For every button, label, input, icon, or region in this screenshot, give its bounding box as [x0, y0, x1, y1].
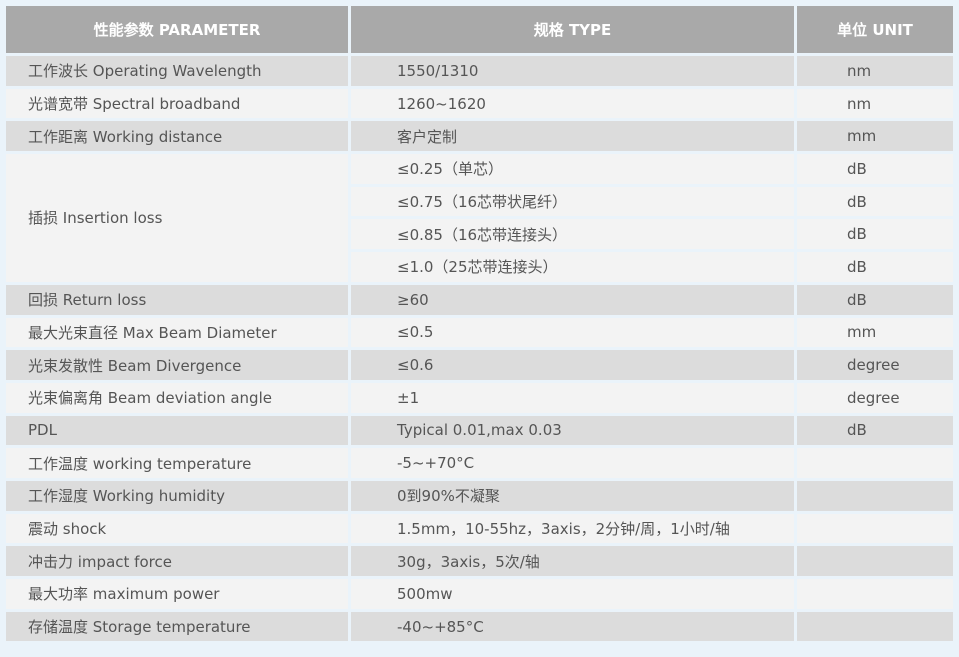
unit-cell	[797, 546, 953, 576]
table-row: 最大功率 maximum power 500mw	[6, 579, 953, 609]
header-type: 规格 TYPE	[351, 6, 794, 53]
type-cell: 1260~1620	[351, 88, 794, 119]
type-cell: ≤0.85（16芯带连接头）	[351, 219, 794, 250]
type-cell: -40~+85°C	[351, 611, 794, 642]
parameter-cell: 光束偏离角 Beam deviation angle	[6, 382, 348, 413]
header-row: 性能参数 PARAMETER 规格 TYPE 单位 UNIT	[6, 6, 953, 53]
table-row: 最大光束直径 Max Beam Diameter ≤0.5 mm	[6, 317, 953, 348]
unit-cell: nm	[797, 88, 953, 119]
table-row: 插损 Insertion loss ≤0.25（单芯） dB	[6, 154, 953, 282]
type-cell: 30g，3axis，5次/轴	[351, 546, 794, 576]
type-cell: -5~+70°C	[351, 448, 794, 478]
unit-cell: dB	[797, 219, 953, 250]
table-row: 工作温度 working temperature -5~+70°C	[6, 448, 953, 478]
type-cell: ≤0.6	[351, 350, 794, 380]
parameter-cell: 光束发散性 Beam Divergence	[6, 350, 348, 380]
type-cell: 0到90%不凝聚	[351, 480, 794, 511]
unit-cell: dB	[797, 154, 953, 184]
type-cell: ≤0.25（单芯）	[351, 154, 794, 184]
unit-cell: nm	[797, 56, 953, 86]
parameter-cell: 工作温度 working temperature	[6, 448, 348, 478]
unit-cell: mm	[797, 121, 953, 152]
table-row: 光谱宽带 Spectral broadband 1260~1620 nm	[6, 88, 953, 119]
unit-cell: dB	[797, 186, 953, 217]
unit-cell	[797, 480, 953, 511]
parameter-cell: 工作波长 Operating Wavelength	[6, 56, 348, 86]
unit-cell: degree	[797, 382, 953, 413]
unit-cell: degree	[797, 350, 953, 380]
type-cell: ≤0.5	[351, 317, 794, 348]
parameter-cell: 存储温度 Storage temperature	[6, 611, 348, 642]
unit-cell	[797, 513, 953, 544]
table-row: ≤1.0（25芯带连接头） dB	[6, 252, 953, 282]
table-row: 回损 Return loss ≥60 dB	[6, 284, 953, 315]
table-row: 震动 shock 1.5mm，10-55hz，3axis，2分钟/周，1小时/轴	[6, 513, 953, 544]
type-cell: 客户定制	[351, 121, 794, 152]
unit-cell: dB	[797, 284, 953, 315]
parameter-cell: PDL	[6, 415, 348, 446]
spec-table: 性能参数 PARAMETER 规格 TYPE 单位 UNIT 工作波长 Oper…	[3, 3, 956, 644]
table-row: 工作距离 Working distance 客户定制 mm	[6, 121, 953, 152]
table-row: 存储温度 Storage temperature -40~+85°C	[6, 611, 953, 642]
type-cell: ≥60	[351, 284, 794, 315]
unit-cell	[797, 579, 953, 609]
parameter-cell: 工作距离 Working distance	[6, 121, 348, 152]
parameter-cell: 震动 shock	[6, 513, 348, 544]
table-row: ≤0.75（16芯带状尾纤） dB	[6, 186, 953, 217]
unit-cell: dB	[797, 252, 953, 282]
type-cell: ≤1.0（25芯带连接头）	[351, 252, 794, 282]
type-cell: 1.5mm，10-55hz，3axis，2分钟/周，1小时/轴	[351, 513, 794, 544]
unit-cell: mm	[797, 317, 953, 348]
type-cell: 500mw	[351, 579, 794, 609]
unit-cell	[797, 611, 953, 642]
header-unit: 单位 UNIT	[797, 6, 953, 53]
table-row: ≤0.85（16芯带连接头） dB	[6, 219, 953, 250]
parameter-cell: 最大功率 maximum power	[6, 579, 348, 609]
table-row: 光束发散性 Beam Divergence ≤0.6 degree	[6, 350, 953, 380]
type-cell: Typical 0.01,max 0.03	[351, 415, 794, 446]
parameter-cell: 光谱宽带 Spectral broadband	[6, 88, 348, 119]
unit-cell: dB	[797, 415, 953, 446]
type-cell: ≤0.75（16芯带状尾纤）	[351, 186, 794, 217]
table-row: 冲击力 impact force 30g，3axis，5次/轴	[6, 546, 953, 576]
parameter-cell: 冲击力 impact force	[6, 546, 348, 576]
parameter-cell: 插损 Insertion loss	[6, 154, 348, 282]
unit-cell	[797, 448, 953, 478]
table-row: 工作湿度 Working humidity 0到90%不凝聚	[6, 480, 953, 511]
table-row: PDL Typical 0.01,max 0.03 dB	[6, 415, 953, 446]
header-parameter: 性能参数 PARAMETER	[6, 6, 348, 53]
table-row: 光束偏离角 Beam deviation angle ±1 degree	[6, 382, 953, 413]
type-cell: 1550/1310	[351, 56, 794, 86]
type-cell: ±1	[351, 382, 794, 413]
parameter-cell: 最大光束直径 Max Beam Diameter	[6, 317, 348, 348]
parameter-cell: 工作湿度 Working humidity	[6, 480, 348, 511]
parameter-cell: 回损 Return loss	[6, 284, 348, 315]
table-row: 工作波长 Operating Wavelength 1550/1310 nm	[6, 56, 953, 86]
